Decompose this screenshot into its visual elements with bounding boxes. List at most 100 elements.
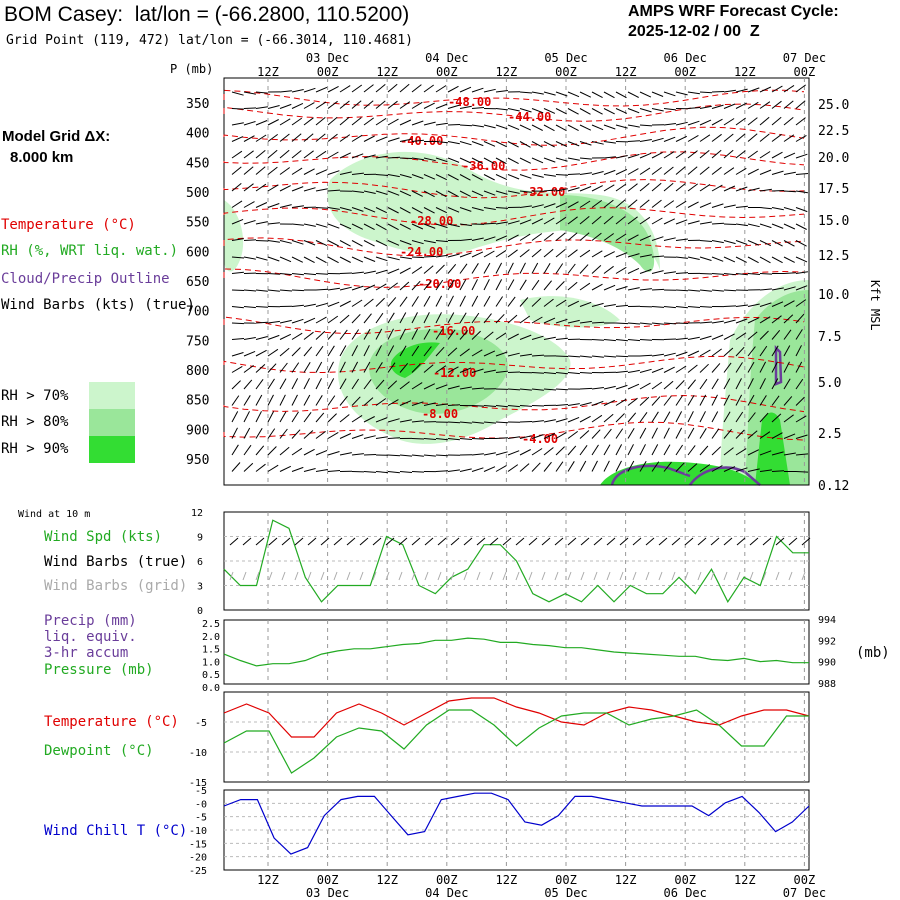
wind-barb-944 <box>615 398 627 406</box>
surface-wind-barb-2 <box>242 537 252 546</box>
wind-barb-856 <box>711 363 721 373</box>
wind-barb-233 <box>723 149 734 159</box>
wind-barb-220 <box>567 157 580 161</box>
wind-barb-733 <box>387 328 394 340</box>
wind-barb-611 <box>651 288 665 291</box>
wind-barb-512 <box>615 252 628 258</box>
wind-barb-603 <box>555 281 565 291</box>
wind-barb-172 <box>567 141 580 147</box>
wind-barb-429 <box>771 223 784 229</box>
wind-barb-363 <box>555 202 568 208</box>
wind-barb-1151 <box>795 471 809 473</box>
wind-barb-165 <box>483 141 496 147</box>
wind-barb-596 <box>471 279 478 291</box>
wind-barb-1032 <box>519 435 532 439</box>
wind-barb-350 <box>399 207 411 214</box>
wind-barb-679 <box>315 316 327 324</box>
wind-barb-129 <box>627 124 640 128</box>
wind-barb-961 <box>243 411 250 423</box>
wind-barb-490 <box>351 256 364 263</box>
legend-cloud: Cloud/Precip Outline <box>1 271 170 287</box>
wind-barb-601 <box>531 279 540 291</box>
wind-barb-859 <box>747 361 755 373</box>
top-time-label-4: 12Z <box>496 65 518 79</box>
wind-barb-234 <box>735 150 746 159</box>
bottom-time-label-7: 00Z <box>674 873 696 887</box>
wind-barb-701 <box>579 320 592 324</box>
grid-point-label: Grid Point (119, 472) lat/lon = (-66.301… <box>6 33 413 48</box>
wind-barb-48 <box>231 108 245 110</box>
windchill-tick-0: -5 <box>195 786 207 797</box>
wind-barb-302 <box>399 190 412 197</box>
wind-barb-11 <box>363 84 374 93</box>
wind-barb-197 <box>291 150 302 159</box>
pressure-tick-950: 950 <box>186 453 209 468</box>
surface-wind-barb-16 <box>333 537 343 546</box>
wind-barb-844 <box>567 372 580 375</box>
wind-barb-180 <box>663 136 676 142</box>
temperature-contour-2 <box>223 126 805 146</box>
wind-barb-806 <box>687 350 700 357</box>
wind-barb-109 <box>387 118 399 126</box>
wind-barb-22 <box>495 90 508 93</box>
height-tick-8: 5.0 <box>818 376 841 391</box>
wind-barb-805 <box>675 351 688 357</box>
wind-barb-367 <box>603 199 614 208</box>
wind-barb-202 <box>351 153 364 159</box>
wind-barb-593 <box>435 279 444 291</box>
temperature-line <box>223 697 810 738</box>
wind-barb-476 <box>759 240 772 247</box>
wind-barb-159 <box>411 139 424 142</box>
wind-barb-325 <box>675 183 686 192</box>
panel-frame-4 <box>223 789 810 871</box>
wind-barb-423 <box>699 221 712 225</box>
wind-barb-968 <box>327 413 337 423</box>
wind-barb-1036 <box>567 430 578 439</box>
wind-barb-70 <box>495 108 508 111</box>
wind-barb-501 <box>483 250 495 258</box>
wind-barb-911 <box>795 378 804 390</box>
wind-barb-87 <box>699 105 712 109</box>
wind-barb-300 <box>375 190 388 195</box>
wind-barb-422 <box>687 220 700 225</box>
wind-barb-181 <box>675 135 688 142</box>
bottom-time-label-8: 12Z <box>734 873 756 887</box>
wind-barb-548 <box>471 263 479 274</box>
wind-barb-795 <box>555 355 569 357</box>
wind-barb-918 <box>303 394 311 406</box>
wind-barb-99 <box>267 119 279 126</box>
wind-barb-1026 <box>447 438 460 441</box>
wind-barb-150 <box>303 133 314 142</box>
wind-barb-1007 <box>795 415 807 423</box>
surface-wind-barb-86 <box>788 537 798 546</box>
wind-barb-296 <box>327 189 341 192</box>
wind-barb-64 <box>423 102 435 109</box>
rh-shading-8 <box>755 412 790 485</box>
wind-barb-620 <box>759 288 772 291</box>
rh90-swatch <box>89 436 135 463</box>
wind-barb-1123 <box>459 468 472 472</box>
wind-barb-1142 <box>687 463 698 472</box>
wind-barb-862 <box>783 361 790 373</box>
wind-barb-954 <box>735 394 743 406</box>
precip-liq-label: liq. equiv. <box>44 629 137 645</box>
wind-barb-802 <box>639 354 653 357</box>
wind-barb-369 <box>627 199 638 208</box>
wind-barb-264 <box>519 174 532 179</box>
precip-accum-label: 3-hr accum <box>44 645 129 661</box>
wind-barb-321 <box>627 183 638 192</box>
wind-barb-454 <box>495 235 508 241</box>
wind-barb-492 <box>375 256 388 262</box>
wind-10m-label: Wind at 10 m <box>18 509 91 520</box>
wind-barb-72 <box>519 108 532 113</box>
wind-barb-463 <box>603 233 614 241</box>
wind-barb-335 <box>795 190 808 194</box>
wind-barb-433 <box>243 239 257 241</box>
wind-barb-122 <box>543 124 555 132</box>
wind-barb-874 <box>351 378 360 390</box>
wind-barb-186 <box>735 133 746 142</box>
wind-barb-1039 <box>603 428 612 439</box>
wind-barb-644 <box>471 295 479 307</box>
wind-barb-633 <box>339 300 351 307</box>
